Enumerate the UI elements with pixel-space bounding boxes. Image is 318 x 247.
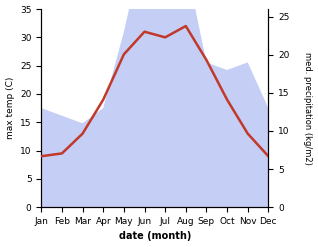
Y-axis label: med. precipitation (kg/m2): med. precipitation (kg/m2) (303, 52, 313, 165)
X-axis label: date (month): date (month) (119, 231, 191, 242)
Y-axis label: max temp (C): max temp (C) (5, 77, 15, 139)
